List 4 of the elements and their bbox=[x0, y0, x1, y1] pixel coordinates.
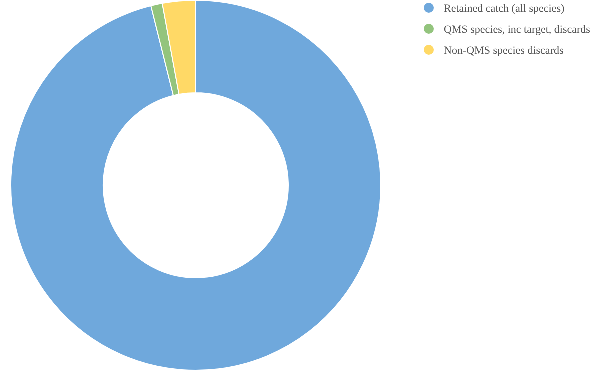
legend-label: Retained catch (all species) bbox=[444, 3, 565, 15]
legend-label: Non-QMS species discards bbox=[444, 45, 564, 57]
legend-label: QMS species, inc target, discards bbox=[444, 24, 590, 36]
donut-slice bbox=[10, 0, 382, 371]
